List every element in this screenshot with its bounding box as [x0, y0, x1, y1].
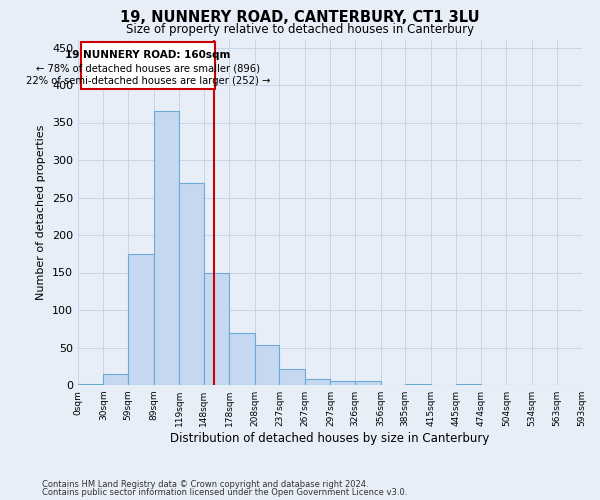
Text: ← 78% of detached houses are smaller (896): ← 78% of detached houses are smaller (89…: [36, 63, 260, 73]
Bar: [280, 368, 305, 385]
FancyBboxPatch shape: [82, 42, 215, 89]
Text: 22% of semi-detached houses are larger (252) →: 22% of semi-detached houses are larger (…: [26, 76, 271, 86]
Text: 19, NUNNERY ROAD, CANTERBURY, CT1 3LU: 19, NUNNERY ROAD, CANTERBURY, CT1 3LU: [120, 10, 480, 25]
Bar: [78, 384, 103, 385]
Bar: [405, 384, 431, 385]
Bar: [456, 384, 481, 385]
Bar: [355, 380, 380, 385]
Bar: [229, 332, 255, 385]
Bar: [204, 272, 229, 385]
Bar: [179, 182, 204, 385]
Bar: [103, 374, 128, 385]
Text: Contains HM Land Registry data © Crown copyright and database right 2024.: Contains HM Land Registry data © Crown c…: [42, 480, 368, 489]
Bar: [255, 345, 280, 385]
Bar: [331, 381, 355, 385]
Text: 19 NUNNERY ROAD: 160sqm: 19 NUNNERY ROAD: 160sqm: [65, 50, 231, 59]
Bar: [154, 112, 179, 385]
X-axis label: Distribution of detached houses by size in Canterbury: Distribution of detached houses by size …: [170, 432, 490, 445]
Text: Contains public sector information licensed under the Open Government Licence v3: Contains public sector information licen…: [42, 488, 407, 497]
Bar: [305, 379, 331, 385]
Text: Size of property relative to detached houses in Canterbury: Size of property relative to detached ho…: [126, 22, 474, 36]
Bar: [128, 254, 154, 385]
Y-axis label: Number of detached properties: Number of detached properties: [37, 125, 46, 300]
